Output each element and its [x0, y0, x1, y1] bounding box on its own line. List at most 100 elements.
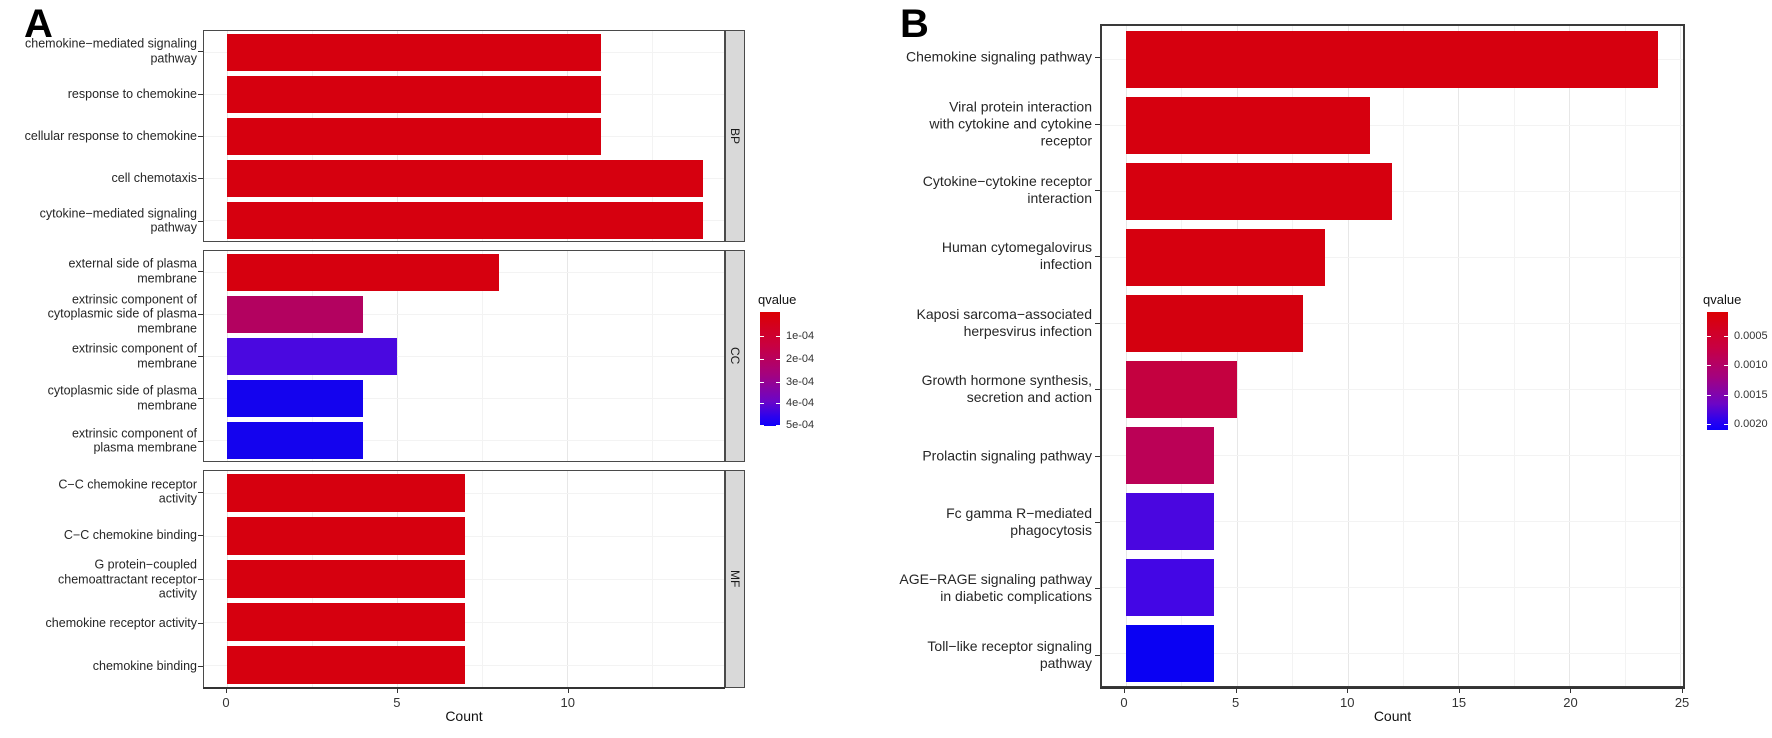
panel-a-letter: A	[24, 2, 53, 46]
y-axis-tick	[198, 313, 203, 315]
y-axis-tick	[1095, 654, 1100, 656]
row-gridline	[204, 440, 724, 441]
y-axis-tick	[1095, 322, 1100, 324]
x-axis-tick-label: 20	[1563, 695, 1578, 710]
y-axis-label: chemokine receptor activity	[45, 615, 197, 630]
legend-tick-mark	[1724, 335, 1728, 337]
row-gridline	[1102, 191, 1683, 192]
row-gridline	[1102, 653, 1683, 654]
row-gridline	[1102, 587, 1683, 588]
y-axis-tick	[1095, 256, 1100, 258]
major-gridline	[1236, 26, 1238, 686]
y-axis-label: extrinsic component of plasma membrane	[71, 426, 197, 455]
y-axis-tick	[198, 178, 203, 180]
legend-tick-label: 0.0005	[1734, 329, 1768, 342]
row-gridline	[204, 314, 724, 315]
row-gridline	[1102, 125, 1683, 126]
legend-tick-mark	[760, 424, 764, 426]
bar-count-4	[226, 296, 364, 333]
x-axis-tick-label: 15	[1451, 695, 1467, 710]
bar-count-7	[226, 560, 466, 598]
x-axis-tick	[1682, 688, 1684, 693]
x-axis-tick	[1235, 688, 1237, 693]
bar-count-14	[226, 202, 704, 239]
facet-panel-mf	[203, 470, 725, 688]
bar-count-5	[226, 338, 398, 375]
panel-a-x-axis-title: Count	[445, 708, 483, 724]
row-gridline	[1102, 257, 1683, 258]
legend-tick-mark	[776, 358, 780, 360]
bar-count-11	[226, 34, 602, 71]
legend-tick-label: 3e-04	[786, 375, 815, 388]
row-gridline	[1102, 455, 1683, 456]
facet-strip-label: CC	[728, 347, 742, 365]
y-axis-tick	[198, 136, 203, 137]
panel-b-kegg-pathway-chart: Chemokine signaling pathway Viral protein…	[880, 0, 1772, 738]
bar-count-7	[226, 474, 466, 512]
panel-a-go-enrichment-chart: BP chemokine−mediated signaling pathway re…	[0, 0, 880, 738]
y-axis-tick	[1095, 522, 1100, 523]
y-axis-tick	[198, 622, 203, 624]
y-axis-label: Growth hormone synthesis, secretion and …	[921, 372, 1092, 406]
bar-count-8	[1125, 295, 1304, 352]
bar-count-11	[226, 118, 602, 155]
y-axis-tick	[1095, 190, 1100, 191]
y-axis-label: Fc gamma R−mediated phagocytosis	[946, 505, 1092, 538]
facet-strip-bp: BP	[725, 30, 745, 242]
y-axis-label: AGE−RAGE signaling pathway in diabetic c…	[899, 571, 1092, 605]
x-axis-tick	[226, 688, 228, 693]
panel-b-legend-title: qvalue	[1703, 292, 1742, 307]
bar-count-11	[1125, 97, 1370, 154]
legend-tick-mark	[760, 403, 764, 405]
facet-strip-label: BP	[728, 127, 742, 144]
x-axis-tick	[1458, 688, 1460, 693]
major-gridline	[1569, 26, 1571, 686]
y-axis-tick	[198, 535, 203, 537]
legend-tick-mark	[776, 335, 780, 337]
x-axis-tick	[567, 688, 569, 693]
y-axis-label: C−C chemokine binding	[63, 528, 197, 543]
y-axis-tick	[1095, 389, 1100, 391]
legend-tick-mark	[776, 424, 780, 426]
panel-b-legend-gradient-bar	[1707, 312, 1728, 430]
plot-panel-kegg	[1100, 24, 1685, 688]
major-gridline	[1458, 26, 1460, 686]
y-axis-tick	[198, 51, 203, 53]
y-axis-tick	[198, 356, 203, 357]
facet-panel-bp	[203, 30, 725, 242]
y-axis-label: chemokine binding	[92, 658, 197, 673]
bar-count-4	[226, 422, 364, 459]
y-axis-tick	[198, 398, 203, 400]
x-axis-tick-label: 0	[222, 695, 230, 710]
row-gridline	[204, 356, 724, 357]
y-axis-label: cytokine−mediated signaling pathway	[39, 206, 197, 235]
x-axis-tick-label: 5	[393, 695, 401, 710]
legend-tick-mark	[760, 358, 764, 360]
facet-strip-mf: MF	[725, 470, 745, 688]
x-axis-tick-label: 10	[1339, 695, 1355, 710]
minor-gridline	[1292, 26, 1294, 686]
y-axis-label: chemokine−mediated signaling pathway	[25, 36, 197, 66]
bar-count-7	[226, 603, 466, 641]
x-axis-tick	[1347, 688, 1349, 693]
legend-tick-mark	[760, 335, 764, 337]
legend-tick-label: 5e-04	[786, 418, 815, 431]
bar-count-5	[1125, 361, 1237, 418]
bar-count-12	[1125, 163, 1392, 220]
panel-a-legend-gradient-bar	[760, 312, 780, 426]
facet-strip-cc: CC	[725, 250, 745, 462]
y-axis-label: Human cytomegalovirus infection	[941, 239, 1092, 273]
y-axis-tick	[198, 220, 203, 222]
y-axis-label: G protein−coupled chemoattractant recept…	[58, 557, 197, 601]
x-axis-tick-label: 5	[1231, 695, 1240, 710]
x-axis-tick-label: 10	[560, 695, 575, 710]
panel-a-qvalue-legend: qvalue 1e-04 2e-04 3e-04 4e-04 5e-04	[752, 292, 862, 442]
row-gridline	[1102, 521, 1683, 522]
y-axis-tick	[198, 93, 203, 95]
legend-tick-mark	[1707, 335, 1711, 337]
y-axis-label: external side of plasma membrane	[68, 256, 197, 286]
bar-count-7	[226, 517, 466, 555]
y-axis-label: Viral protein interaction with cytokine …	[929, 98, 1092, 149]
y-axis-label: Chemokine signaling pathway	[906, 48, 1092, 65]
